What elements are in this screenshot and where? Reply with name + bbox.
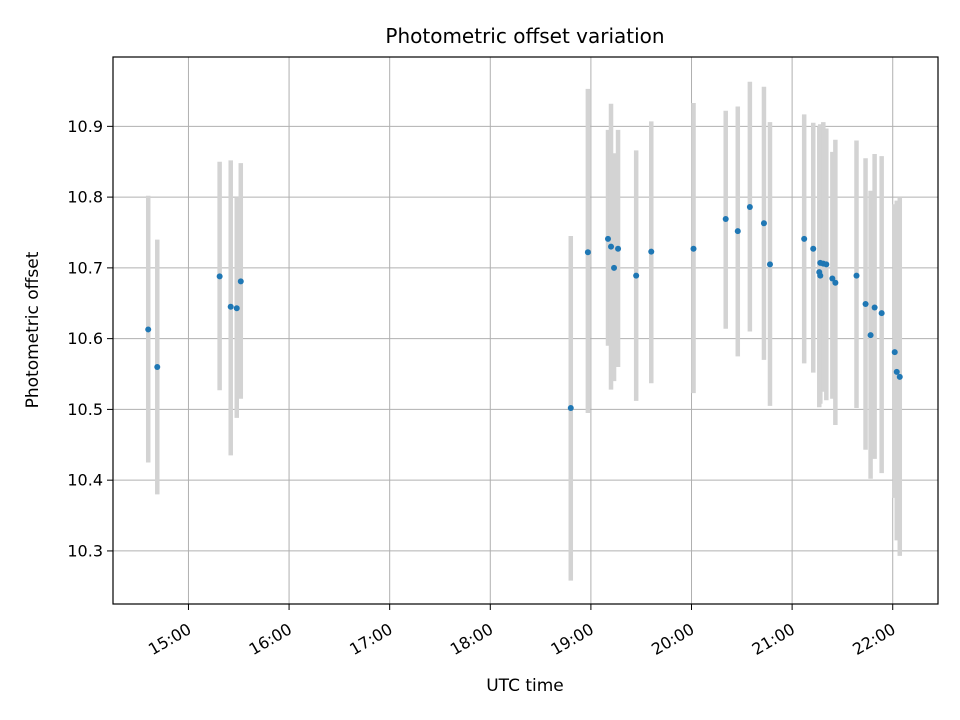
- data-point: [817, 272, 824, 279]
- y-axis-ticks: 10.3 10.4 10.5 10.6 10.7 10.8 10.9: [67, 117, 113, 560]
- data-point: [867, 332, 874, 339]
- data-point: [853, 272, 860, 279]
- data-point: [154, 363, 161, 370]
- data-point: [878, 310, 885, 317]
- plot-frame: [112, 56, 939, 605]
- y-axis-label: Photometric offset: [23, 251, 43, 408]
- data-point: [227, 303, 234, 310]
- data-point: [605, 235, 611, 242]
- data-point: [746, 204, 753, 211]
- data-point: [823, 261, 830, 268]
- data-point: [766, 261, 773, 268]
- data-point: [648, 248, 655, 255]
- data-point: [862, 300, 869, 307]
- data-point: [145, 326, 152, 333]
- data-point: [734, 228, 741, 235]
- data-point: [567, 404, 574, 411]
- data-point: [615, 245, 622, 252]
- y-tick-label: 10.3: [67, 541, 103, 560]
- x-axis-label: UTC time: [486, 676, 564, 696]
- data-point: [722, 216, 729, 223]
- data-point: [611, 264, 618, 271]
- y-tick-label: 10.6: [67, 329, 103, 348]
- data-point: [608, 243, 615, 250]
- data-point: [237, 278, 244, 285]
- y-tick-label: 10.4: [67, 471, 103, 490]
- y-tick-label: 10.7: [67, 258, 103, 277]
- data-points: [145, 204, 903, 411]
- data-point: [829, 275, 836, 282]
- data-point: [216, 273, 223, 280]
- data-point: [893, 368, 900, 375]
- data-point: [760, 220, 767, 227]
- data-point: [633, 272, 640, 279]
- data-point: [896, 373, 903, 380]
- data-point: [891, 349, 898, 356]
- y-tick-label: 10.8: [67, 188, 103, 207]
- data-point: [584, 249, 591, 256]
- y-tick-label: 10.9: [67, 117, 103, 136]
- data-point: [233, 305, 240, 312]
- data-point: [690, 245, 697, 252]
- y-tick-label: 10.5: [67, 400, 103, 419]
- plot-area: [113, 57, 938, 604]
- data-point: [810, 245, 817, 252]
- chart-title: Photometric offset variation: [385, 24, 664, 48]
- data-point: [832, 279, 839, 286]
- data-point: [801, 235, 808, 242]
- data-point: [871, 304, 878, 311]
